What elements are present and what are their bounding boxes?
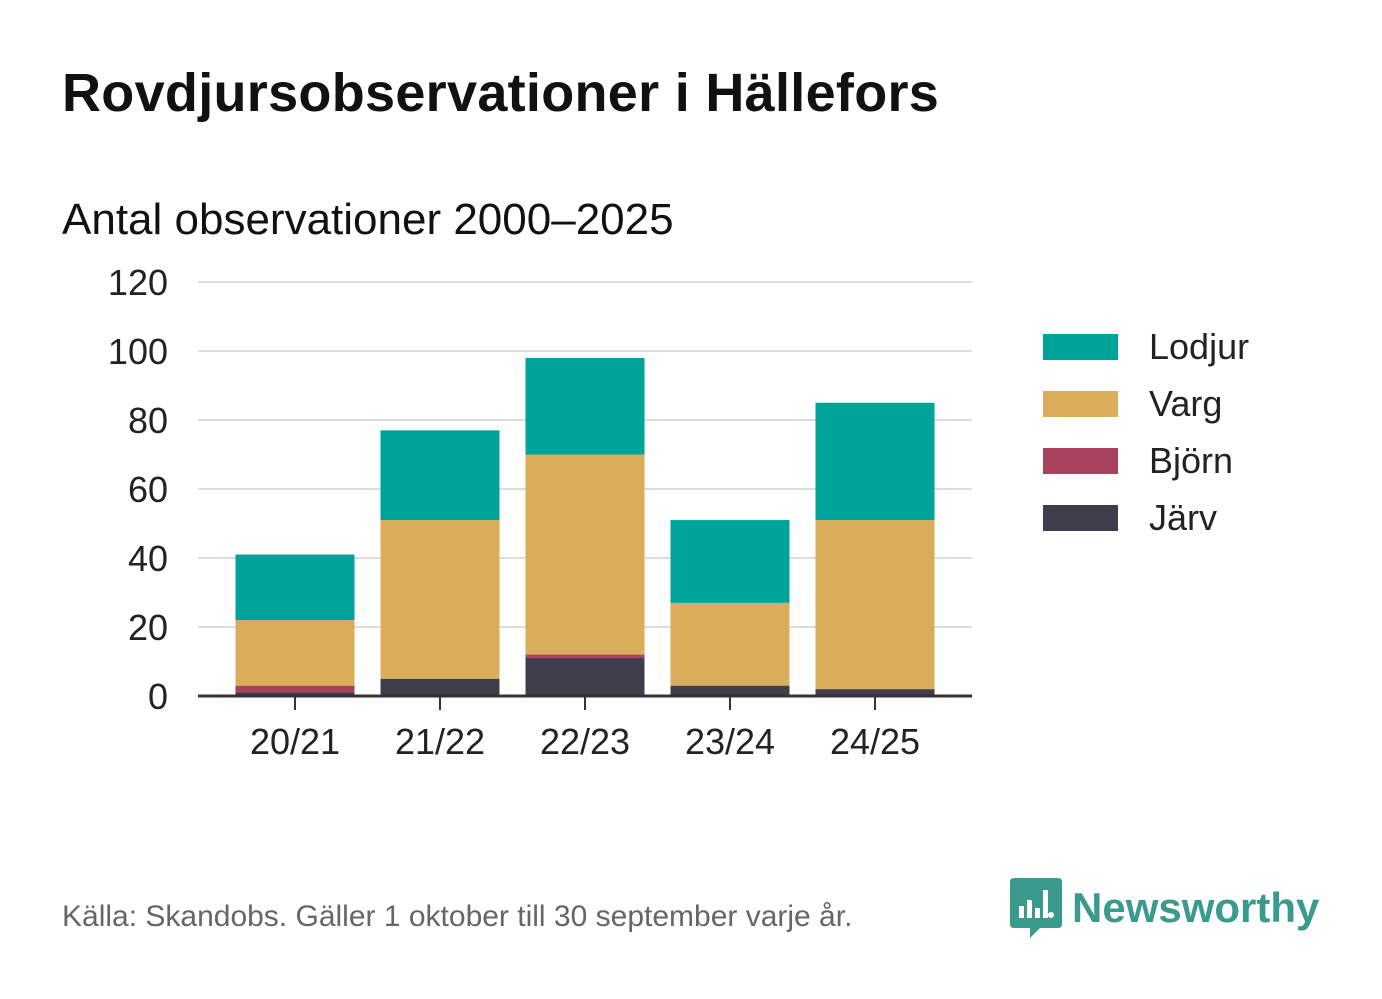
legend-item: Lodjur: [1043, 318, 1249, 375]
y-tick-label: 120: [108, 262, 168, 303]
bar-varg: [670, 602, 790, 686]
bar-bj-rn: [235, 685, 355, 693]
legend-swatch: [1043, 447, 1118, 474]
bar-j-rv: [815, 689, 935, 696]
legend-item: Björn: [1043, 432, 1249, 489]
legend-swatch: [1043, 390, 1118, 417]
x-tick-label: 22/23: [540, 721, 630, 762]
legend-label: Lodjur: [1149, 325, 1250, 367]
y-tick-label: 80: [128, 400, 168, 441]
chart-title: Rovdjursobservationer i Hällefors: [62, 63, 940, 123]
y-tick-label: 0: [148, 676, 168, 717]
legend-label: Järv: [1149, 496, 1218, 538]
source-note: Källa: Skandobs. Gäller 1 oktober till 3…: [62, 900, 853, 933]
y-tick-label: 40: [128, 538, 168, 579]
x-tick-label: 21/22: [395, 721, 485, 762]
brand: Newsworthy: [1010, 878, 1319, 938]
x-tick-label: 23/24: [685, 721, 775, 762]
bar-j-rv: [670, 685, 790, 696]
bar-varg: [235, 620, 355, 686]
bar-j-rv: [380, 678, 500, 696]
legend-item: Varg: [1043, 375, 1249, 432]
bar-lodjur: [380, 430, 500, 521]
y-tick-label: 60: [128, 469, 168, 510]
bar-j-rv: [235, 692, 355, 696]
bar-varg: [380, 520, 500, 679]
newsworthy-logo-icon: [1010, 878, 1062, 938]
brand-name: Newsworthy: [1072, 884, 1320, 931]
legend-label: Björn: [1149, 439, 1234, 481]
legend-swatch: [1043, 504, 1118, 531]
bar-j-rv: [525, 658, 645, 696]
legend-item: Järv: [1043, 489, 1249, 546]
legend-swatch: [1043, 333, 1118, 360]
bar-varg: [815, 520, 935, 690]
x-tick-label: 20/21: [250, 721, 340, 762]
y-tick-label: 20: [128, 607, 168, 648]
legend-label: Varg: [1149, 382, 1223, 424]
chart-subtitle: Antal observationer 2000–2025: [62, 195, 674, 244]
bar-lodjur: [525, 357, 645, 455]
bar-varg: [525, 454, 645, 655]
bar-lodjur: [235, 554, 355, 621]
bar-lodjur: [670, 520, 790, 603]
x-tick-label: 24/25: [830, 721, 920, 762]
y-tick-label: 100: [108, 331, 168, 372]
legend: Lodjur Varg Björn Järv: [1043, 318, 1249, 546]
bar-lodjur: [815, 402, 935, 521]
bar-bj-rn: [525, 654, 645, 659]
